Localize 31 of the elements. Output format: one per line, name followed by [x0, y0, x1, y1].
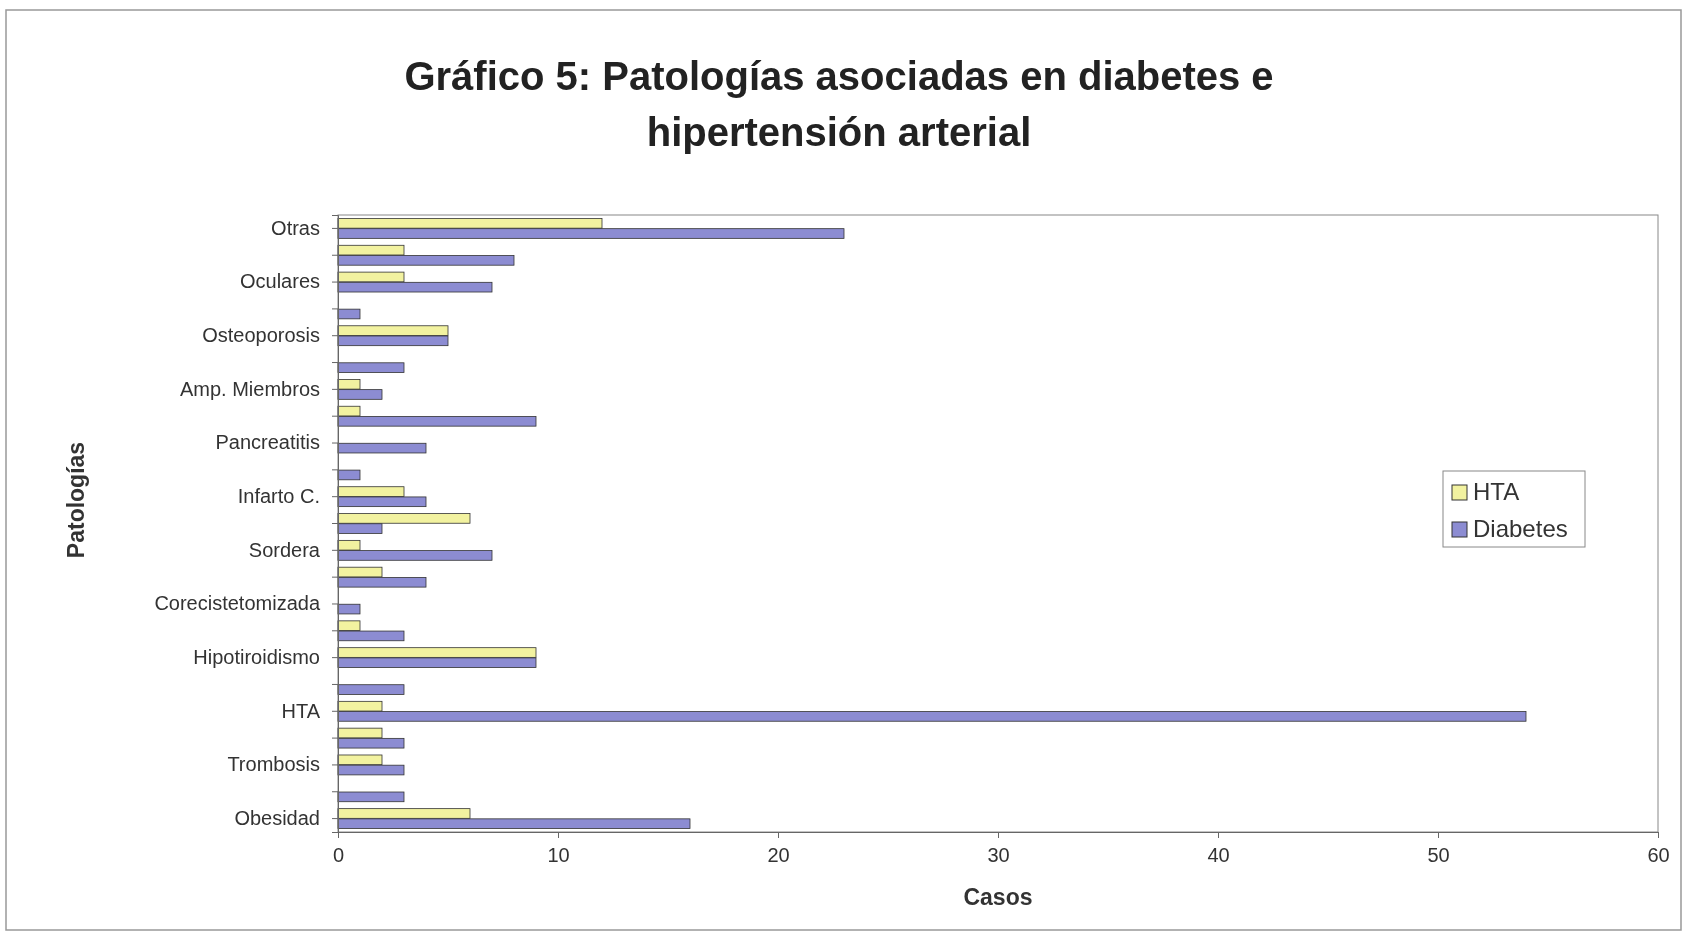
y-tick-label: Oculares — [239, 270, 320, 293]
bar — [337, 442, 427, 454]
x-tick-label: 40 — [1207, 844, 1230, 867]
y-tick-label: Sordera — [248, 538, 321, 561]
bar — [337, 469, 361, 481]
y-tick-label: Obesidad — [234, 806, 320, 829]
y-tick-label: Hipotiroidismo — [193, 646, 320, 669]
legend-label: Diabetes — [1473, 515, 1568, 542]
y-tick-label: Corecistetomizada — [154, 592, 321, 615]
y-tick-label: Infarto C. — [237, 485, 320, 508]
legend-label: HTA — [1473, 478, 1520, 505]
y-tick-label: Pancreatitis — [215, 431, 320, 454]
x-tick-label: 20 — [767, 844, 790, 867]
y-tick-label: HTA — [281, 699, 321, 722]
y-tick-label: Amp. Miembros — [179, 377, 320, 400]
bar — [337, 684, 405, 695]
x-tick-label: 60 — [1647, 844, 1670, 867]
y-tick-label: Osteoporosis — [202, 324, 320, 347]
x-axis-title: Casos — [963, 884, 1033, 910]
bar — [337, 603, 361, 615]
y-axis-title: Patologías — [63, 441, 89, 559]
chart-title: Gráfico 5: Patologías asociadas en diabetes e hipertensión arterial — [404, 54, 1274, 154]
bar — [337, 308, 361, 320]
x-tick-label: 10 — [547, 844, 570, 867]
bar — [337, 362, 405, 373]
x-tick-label: 30 — [987, 844, 1010, 867]
y-tick-label: Otras — [271, 216, 320, 239]
x-tick-label: 0 — [332, 844, 345, 867]
x-tick-label: 50 — [1427, 844, 1450, 867]
bar — [337, 791, 405, 803]
y-tick-label: Trombosis — [227, 753, 320, 776]
